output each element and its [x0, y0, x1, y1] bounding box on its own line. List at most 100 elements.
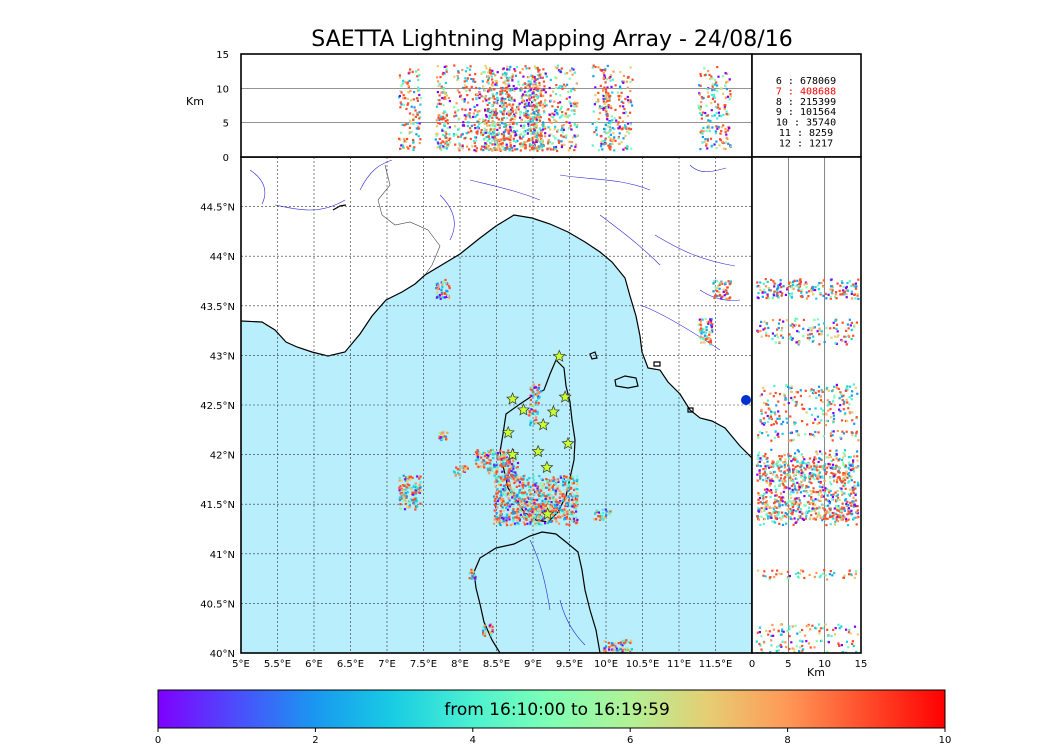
lightning-source — [398, 499, 402, 502]
side-altitude-source — [836, 499, 839, 502]
lightning-source — [721, 282, 724, 285]
lightning-source — [535, 514, 538, 517]
lightning-source — [538, 494, 541, 497]
altitude-source — [701, 111, 704, 114]
altitude-source — [725, 133, 728, 136]
altitude-source — [541, 139, 544, 142]
altitude-source — [511, 149, 514, 152]
altitude-source — [483, 121, 486, 124]
side-altitude-source — [801, 484, 804, 487]
side-altitude-source — [790, 490, 793, 493]
altitude-source — [519, 116, 522, 119]
side-altitude-source — [848, 628, 851, 632]
altitude-source — [510, 96, 513, 99]
lightning-source — [493, 474, 496, 477]
lightning-source — [490, 465, 493, 468]
side-altitude-source — [784, 410, 788, 413]
side-altitude-source — [856, 294, 859, 297]
altitude-source — [440, 148, 443, 151]
altitude-source — [528, 67, 531, 70]
side-altitude-source — [764, 467, 767, 470]
side-altitude-source — [764, 285, 768, 288]
lightning-source — [507, 513, 510, 516]
side-altitude-source — [842, 408, 845, 411]
altitude-source — [611, 126, 614, 130]
lightning-source — [524, 491, 527, 494]
lightning-source — [495, 515, 498, 518]
lightning-source — [502, 484, 505, 487]
side-altitude-source — [825, 386, 829, 390]
altitude-source — [564, 85, 567, 88]
side-altitude-source — [825, 456, 828, 459]
altitude-source — [443, 130, 446, 133]
altitude-source — [494, 113, 497, 116]
altitude-source — [617, 127, 620, 130]
lightning-source — [552, 507, 555, 510]
altitude-source — [441, 115, 444, 118]
altitude-source — [444, 136, 447, 139]
side-altitude-source — [836, 514, 839, 517]
altitude-source — [542, 94, 545, 97]
lightning-source — [506, 503, 509, 506]
side-altitude-source — [828, 453, 831, 456]
side-altitude-source — [814, 498, 817, 501]
altitude-source — [461, 147, 464, 150]
lightning-source — [552, 488, 555, 491]
altitude-source — [507, 114, 510, 117]
altitude-source — [605, 93, 608, 96]
side-altitude-source — [819, 395, 822, 398]
altitude-source — [500, 76, 503, 79]
side-altitude-source — [796, 508, 800, 511]
altitude-source — [480, 133, 483, 136]
side-altitude-source — [766, 460, 769, 463]
side-altitude-source — [839, 487, 842, 490]
altitude-source — [435, 134, 438, 137]
side-altitude-source — [818, 457, 821, 460]
side-altitude-source — [809, 288, 813, 291]
lightning-source — [547, 502, 550, 505]
side-altitude-source — [847, 461, 850, 464]
lightning-cluster — [482, 623, 494, 637]
altitude-source — [538, 103, 541, 106]
lightning-source — [707, 320, 710, 323]
side-altitude-source — [787, 464, 790, 467]
altitude-source — [442, 71, 445, 75]
side-altitude-source — [798, 324, 801, 327]
altitude-source — [618, 132, 621, 135]
altitude-source — [540, 94, 543, 98]
side-altitude-band — [757, 569, 858, 581]
lightning-source — [482, 459, 485, 462]
side-altitude-source — [819, 399, 823, 402]
side-altitude-source — [765, 323, 768, 326]
side-altitude-source — [769, 470, 772, 474]
altitude-source — [507, 111, 510, 114]
lightning-source — [699, 330, 702, 333]
station-count-row: 7 : 408688 — [776, 86, 836, 97]
side-altitude-source — [819, 291, 822, 295]
altitude-source — [597, 98, 600, 101]
altitude-source — [541, 76, 544, 79]
lightning-source — [603, 647, 606, 650]
altitude-source — [511, 73, 514, 76]
side-altitude-source — [812, 389, 815, 392]
lightning-source — [505, 463, 508, 466]
side-altitude-source — [817, 323, 820, 326]
side-altitude-source — [792, 471, 795, 474]
side-altitude-source — [773, 470, 776, 473]
side-altitude-source — [758, 494, 761, 497]
altitude-band — [398, 68, 422, 151]
altitude-source — [418, 122, 421, 125]
lightning-source — [500, 516, 503, 519]
side-altitude-source — [814, 512, 818, 515]
lightning-source — [558, 512, 561, 515]
lightning-source — [725, 291, 728, 294]
lightning-source — [505, 477, 508, 480]
altitude-source — [550, 99, 553, 102]
side-altitude-source — [818, 630, 821, 633]
lightning-source — [561, 478, 564, 481]
side-altitude-source — [853, 285, 856, 288]
side-altitude-source — [850, 337, 853, 341]
altitude-source — [519, 89, 522, 92]
lightning-source — [703, 334, 707, 337]
altitude-source — [544, 99, 547, 102]
